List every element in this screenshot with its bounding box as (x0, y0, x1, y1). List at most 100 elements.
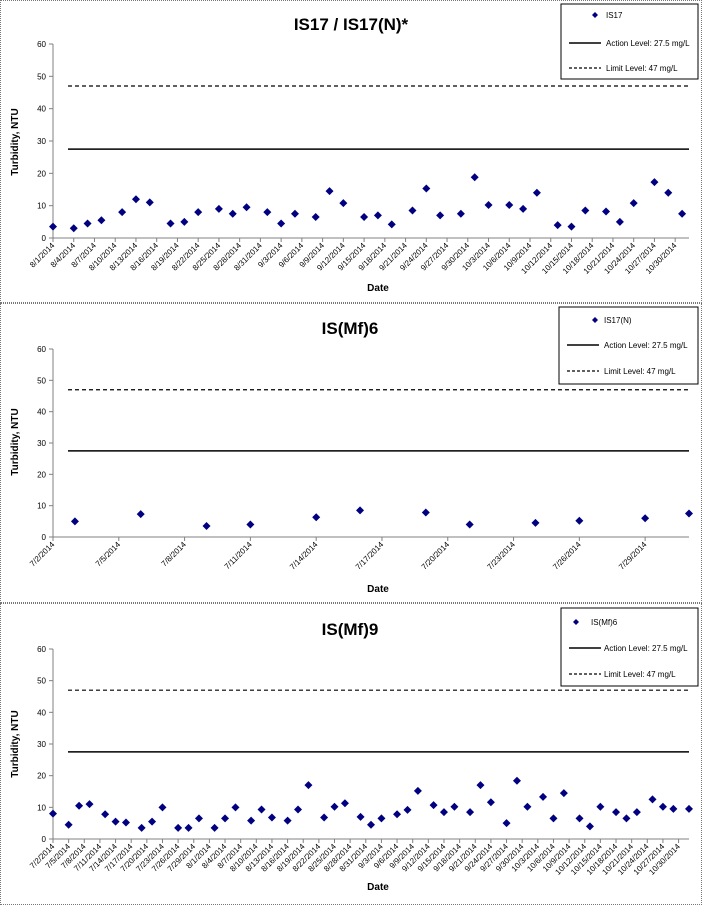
data-point (450, 802, 459, 811)
data-point (567, 222, 576, 231)
data-point (470, 173, 479, 182)
data-point (648, 795, 657, 804)
chart-title: IS17 / IS17(N)* (294, 15, 409, 34)
y-tick-label: 50 (37, 677, 46, 686)
data-point (231, 803, 240, 812)
data-point (283, 816, 292, 825)
data-point (505, 201, 514, 210)
data-point (429, 801, 438, 810)
chart-ismf6: IS(Mf)6 0 10 20 30 40 50 60 7/2/2014 7/5/2014 7/8… (10, 306, 699, 595)
data-point (465, 520, 474, 529)
y-tick-label: 0 (42, 533, 47, 542)
data-point (519, 204, 528, 213)
data-point (267, 813, 276, 822)
data-point (367, 820, 375, 829)
data-point (685, 804, 693, 813)
data-point (242, 203, 251, 212)
data-point (539, 792, 548, 801)
y-tick-label: 20 (37, 470, 46, 479)
legend-limit-label: Limit Level: 47 mg/L (604, 367, 676, 376)
legend-box (560, 3, 699, 80)
x-tick-label: 7/14/2014 (288, 540, 320, 572)
data-point (523, 802, 532, 811)
data-point (247, 816, 256, 825)
y-tick-label: 40 (37, 708, 46, 717)
data-point (290, 209, 299, 218)
data-point (339, 199, 348, 208)
data-point (221, 814, 230, 823)
y-tick-label: 20 (37, 169, 46, 178)
data-point (330, 802, 339, 811)
y-tick-label: 0 (42, 234, 47, 243)
legend-action-label: Action Level: 27.5 mg/L (606, 39, 690, 48)
data-point (70, 517, 79, 526)
data-point (214, 204, 223, 213)
legend-limit-label: Limit Level: 47 mg/L (606, 64, 678, 73)
legend-action-label: Action Level: 27.5 mg/L (604, 644, 688, 653)
data-point (136, 510, 145, 519)
data-point (97, 216, 106, 225)
data-point (202, 522, 211, 531)
data-point (422, 184, 431, 193)
data-point (111, 817, 120, 826)
x-axis-label: Date (367, 584, 389, 595)
data-point (596, 802, 605, 811)
data-point (304, 781, 313, 790)
chart-is17: IS17 / IS17(N)* 01020304050608/1/20148/4… (10, 3, 699, 294)
y-tick-label: 50 (37, 376, 46, 385)
data-point (413, 786, 422, 795)
data-point (325, 187, 334, 196)
data-point (75, 801, 84, 810)
data-point (678, 209, 687, 218)
data-point (356, 812, 365, 821)
data-point (486, 798, 495, 807)
data-point (69, 224, 78, 233)
data-point (118, 208, 127, 217)
data-point (532, 188, 541, 197)
legend-marker-symbol (592, 317, 598, 323)
data-point (669, 804, 678, 813)
data-point (629, 199, 638, 208)
data-point (502, 819, 511, 828)
data-point (148, 817, 157, 826)
x-tick-label: 7/8/2014 (160, 540, 189, 569)
data-point (85, 800, 94, 809)
data-point (194, 814, 203, 823)
y-tick-label: 60 (37, 645, 46, 654)
y-tick-label: 10 (37, 202, 46, 211)
data-point (145, 198, 154, 207)
chart-title: IS(Mf)6 (322, 319, 379, 338)
y-tick-label: 60 (37, 40, 46, 49)
y-tick-label: 30 (37, 137, 46, 146)
data-point (512, 776, 521, 785)
data-point (210, 823, 219, 832)
legend-limit-label: Limit Level: 47 mg/L (604, 670, 676, 679)
data-point (466, 808, 475, 817)
y-tick-label: 30 (37, 439, 46, 448)
data-point (101, 810, 110, 819)
x-tick-label: 7/20/2014 (420, 540, 452, 572)
chart-title: IS(Mf)9 (322, 620, 379, 639)
data-point (559, 789, 568, 798)
legend-marker-label: IS17(N) (604, 316, 632, 325)
legend-marker-symbol (573, 619, 579, 625)
data-point (456, 209, 465, 218)
data-point (436, 211, 445, 220)
data-point (257, 805, 266, 814)
data-point (312, 513, 321, 522)
x-tick-label: 7/17/2014 (354, 540, 386, 572)
data-point (615, 217, 624, 226)
x-tick-label: 7/5/2014 (94, 540, 123, 569)
data-point (277, 219, 286, 228)
data-point (476, 781, 485, 790)
data-point (439, 808, 448, 817)
y-tick-label: 50 (37, 72, 46, 81)
data-point (641, 514, 650, 523)
data-point (311, 212, 320, 221)
data-point (602, 207, 611, 216)
x-axis-label: Date (367, 283, 389, 294)
data-point (403, 805, 412, 814)
y-axis-label: Turbidity, NTU (10, 408, 21, 475)
y-tick-label: 60 (37, 345, 46, 354)
data-point (581, 206, 590, 215)
